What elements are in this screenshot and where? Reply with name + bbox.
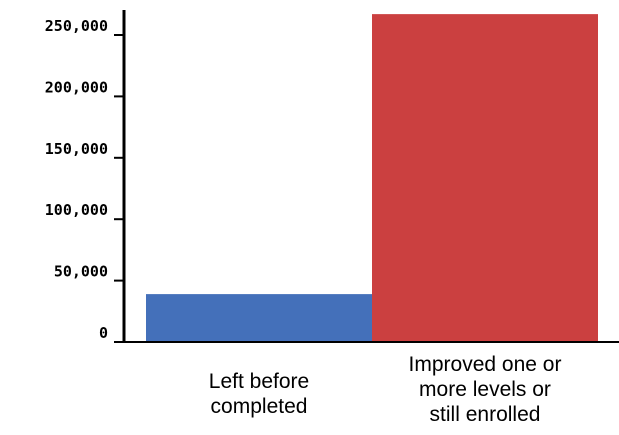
bars-group bbox=[146, 14, 598, 343]
x-category-label: Left before bbox=[209, 370, 309, 393]
x-category-label: completed bbox=[211, 395, 308, 418]
y-tick-label: 200,000 bbox=[45, 78, 108, 96]
x-category-label: Improved one or bbox=[409, 353, 562, 376]
y-tick-label: 100,000 bbox=[45, 201, 108, 219]
y-tick-label: 250,000 bbox=[45, 17, 108, 35]
y-tick-label: 150,000 bbox=[45, 140, 108, 158]
y-tick-label: 50,000 bbox=[54, 263, 108, 281]
x-category-label: still enrolled bbox=[430, 403, 541, 426]
bar-1 bbox=[146, 294, 372, 342]
y-tick-label: 0 bbox=[99, 324, 108, 342]
x-category-label: more levels or bbox=[419, 378, 551, 401]
bar-2 bbox=[372, 14, 598, 343]
y-tick-group: 0 50,000 100,000 150,000 200,000 250,000 bbox=[45, 17, 124, 343]
